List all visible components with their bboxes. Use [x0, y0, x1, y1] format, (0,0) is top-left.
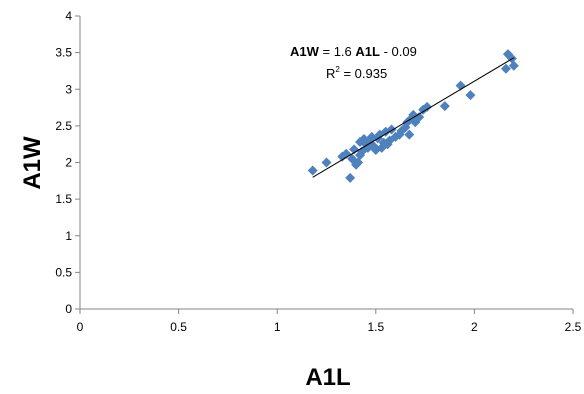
- equation-var: A1L: [355, 44, 380, 59]
- equation-prefix: A1W: [290, 44, 320, 59]
- data-point: [345, 172, 356, 183]
- x-axis-title: A1L: [305, 364, 350, 391]
- x-tick-label: 2: [471, 320, 478, 334]
- data-point: [353, 157, 364, 168]
- trendline-equation: A1W = 1.6 A1L - 0.09: [290, 44, 417, 59]
- data-point: [508, 60, 519, 71]
- y-tick-label: 0: [65, 302, 72, 316]
- r2-prefix: R: [326, 66, 335, 81]
- y-tick-label: 4: [65, 9, 72, 23]
- r2-exponent: 2: [335, 65, 340, 74]
- data-point: [404, 129, 415, 140]
- x-axis-ticks: 0 0.5 1 1.5 2 2.5: [77, 309, 582, 334]
- trendline: [312, 57, 515, 178]
- y-tick-label: 1.5: [55, 192, 72, 206]
- y-tick-label: 3: [65, 82, 72, 96]
- data-points: [307, 49, 519, 183]
- r2-value: = 0.935: [340, 66, 387, 81]
- trendline-line: [312, 57, 515, 178]
- equation-mid: = 1.6: [319, 44, 356, 59]
- x-tick-label: 2.5: [565, 320, 582, 334]
- x-tick-label: 1.5: [367, 320, 384, 334]
- x-tick-label: 0.5: [170, 320, 187, 334]
- data-point: [465, 90, 476, 101]
- y-axis-title: A1W: [19, 136, 46, 190]
- data-point: [422, 101, 433, 112]
- y-tick-label: 3.5: [55, 46, 72, 60]
- y-tick-label: 1: [65, 229, 72, 243]
- x-tick-label: 0: [77, 320, 84, 334]
- r-squared-label: R2 = 0.935: [326, 65, 387, 81]
- data-point: [414, 112, 425, 123]
- data-point: [321, 157, 332, 168]
- x-tick-label: 1: [274, 320, 281, 334]
- y-tick-label: 2.5: [55, 119, 72, 133]
- y-tick-label: 2: [65, 156, 72, 170]
- y-tick-label: 0.5: [55, 265, 72, 279]
- data-point: [349, 144, 360, 155]
- data-point: [500, 63, 511, 74]
- y-axis-ticks: 0 0.5 1 1.5 2 2.5 3 3.5 4: [55, 9, 80, 316]
- data-point: [307, 165, 318, 176]
- equation-suffix: - 0.09: [380, 44, 417, 59]
- data-point: [439, 101, 450, 112]
